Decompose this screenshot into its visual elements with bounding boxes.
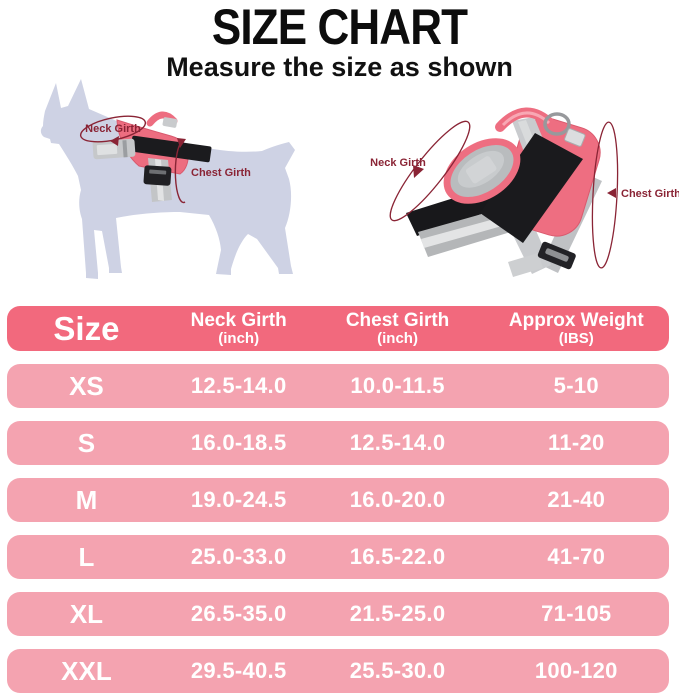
column-header-approx-weight: Approx Weight (IBS)	[508, 309, 644, 347]
neck-girth-cell: 26.5-35.0	[190, 601, 287, 626]
chest-girth-cell: 12.5-14.0	[349, 430, 446, 455]
column-header-size: Size	[53, 309, 120, 347]
chest-girth-cell: 21.5-25.0	[349, 601, 446, 626]
table-row-l: L 25.0-33.0 16.5-22.0 41-70	[7, 535, 669, 579]
size-table: Size Neck Girth (inch) Chest Girth (inch…	[7, 306, 669, 693]
weight-cell: 100-120	[534, 658, 618, 683]
size-cell: M	[75, 484, 98, 515]
weight-cell: 41-70	[547, 544, 606, 569]
table-row-m: M 19.0-24.5 16.0-20.0 21-40	[7, 478, 669, 522]
size-cell: XS	[69, 370, 104, 401]
dog-neck-girth-label: Neck Girth	[85, 123, 141, 135]
chest-girth-cell: 25.5-30.0	[349, 658, 446, 683]
d-ring-icon	[543, 112, 571, 136]
table-row-xs: XS 12.5-14.0 10.0-11.5 5-10	[7, 364, 669, 408]
harness-chest-girth-label: Chest Girth	[621, 188, 679, 200]
strap-loose-end	[508, 253, 543, 277]
harness-product-illustration: Neck Girth Chest Girth	[370, 107, 679, 277]
size-cell: XL	[69, 598, 104, 629]
neck-girth-cell: 12.5-14.0	[190, 373, 287, 398]
dog-chest-girth-label: Chest Girth	[191, 167, 251, 179]
dog-with-harness-illustration: Neck Girth Chest Girth	[40, 79, 296, 279]
table-row-xl: XL 26.5-35.0 21.5-25.0 71-105	[7, 592, 669, 636]
chest-girth-loop	[591, 121, 619, 269]
neck-girth-cell: 29.5-40.5	[190, 658, 287, 683]
chest-girth-arrow-icon	[607, 188, 616, 198]
chest-girth-cell: 10.0-11.5	[350, 373, 445, 398]
chest-girth-arrow-icon	[177, 138, 186, 148]
chest-girth-arc	[174, 141, 186, 204]
size-cell: L	[78, 541, 95, 572]
weight-cell: 5-10	[553, 373, 599, 398]
neck-girth-cell: 19.0-24.5	[190, 487, 287, 512]
black-belly-strap	[130, 135, 212, 163]
neck-mesh-pad	[443, 138, 521, 204]
harness-neck-girth-label: Neck Girth	[370, 157, 426, 169]
page-title: SIZE CHART	[211, 0, 468, 55]
weight-cell: 21-40	[547, 487, 606, 512]
chest-buckle	[92, 138, 136, 160]
neck-girth-loop	[389, 120, 471, 222]
black-diagonal-strap	[480, 133, 583, 243]
size-cell: S	[77, 427, 96, 458]
weight-cell: 11-20	[548, 430, 605, 455]
table-row-s: S 16.0-18.5 12.5-14.0 11-20	[7, 421, 669, 465]
neck-girth-cell: 16.0-18.5	[190, 430, 287, 455]
neck-girth-arrow-icon	[413, 165, 424, 178]
handle-clip	[162, 117, 178, 128]
neck-girth-cell: 25.0-33.0	[190, 544, 287, 569]
page-subtitle: Measure the size as shown	[166, 52, 513, 82]
weight-cell: 71-105	[541, 601, 612, 626]
column-header-chest-girth: Chest Girth (inch)	[345, 309, 450, 347]
column-header-neck-girth: Neck Girth (inch)	[190, 309, 287, 347]
strap-buckle	[143, 165, 172, 186]
neck-girth-arrow-icon	[110, 136, 119, 146]
table-header-row: Size Neck Girth (inch) Chest Girth (inch…	[7, 306, 669, 351]
adjuster-buckle	[537, 241, 576, 270]
table-row-xxl: XXL 29.5-40.5 25.5-30.0 100-120	[7, 649, 669, 693]
chest-girth-cell: 16.5-22.0	[349, 544, 446, 569]
chest-girth-cell: 16.0-20.0	[349, 487, 446, 512]
size-cell: XXL	[61, 655, 112, 686]
logo-patch	[564, 128, 586, 147]
